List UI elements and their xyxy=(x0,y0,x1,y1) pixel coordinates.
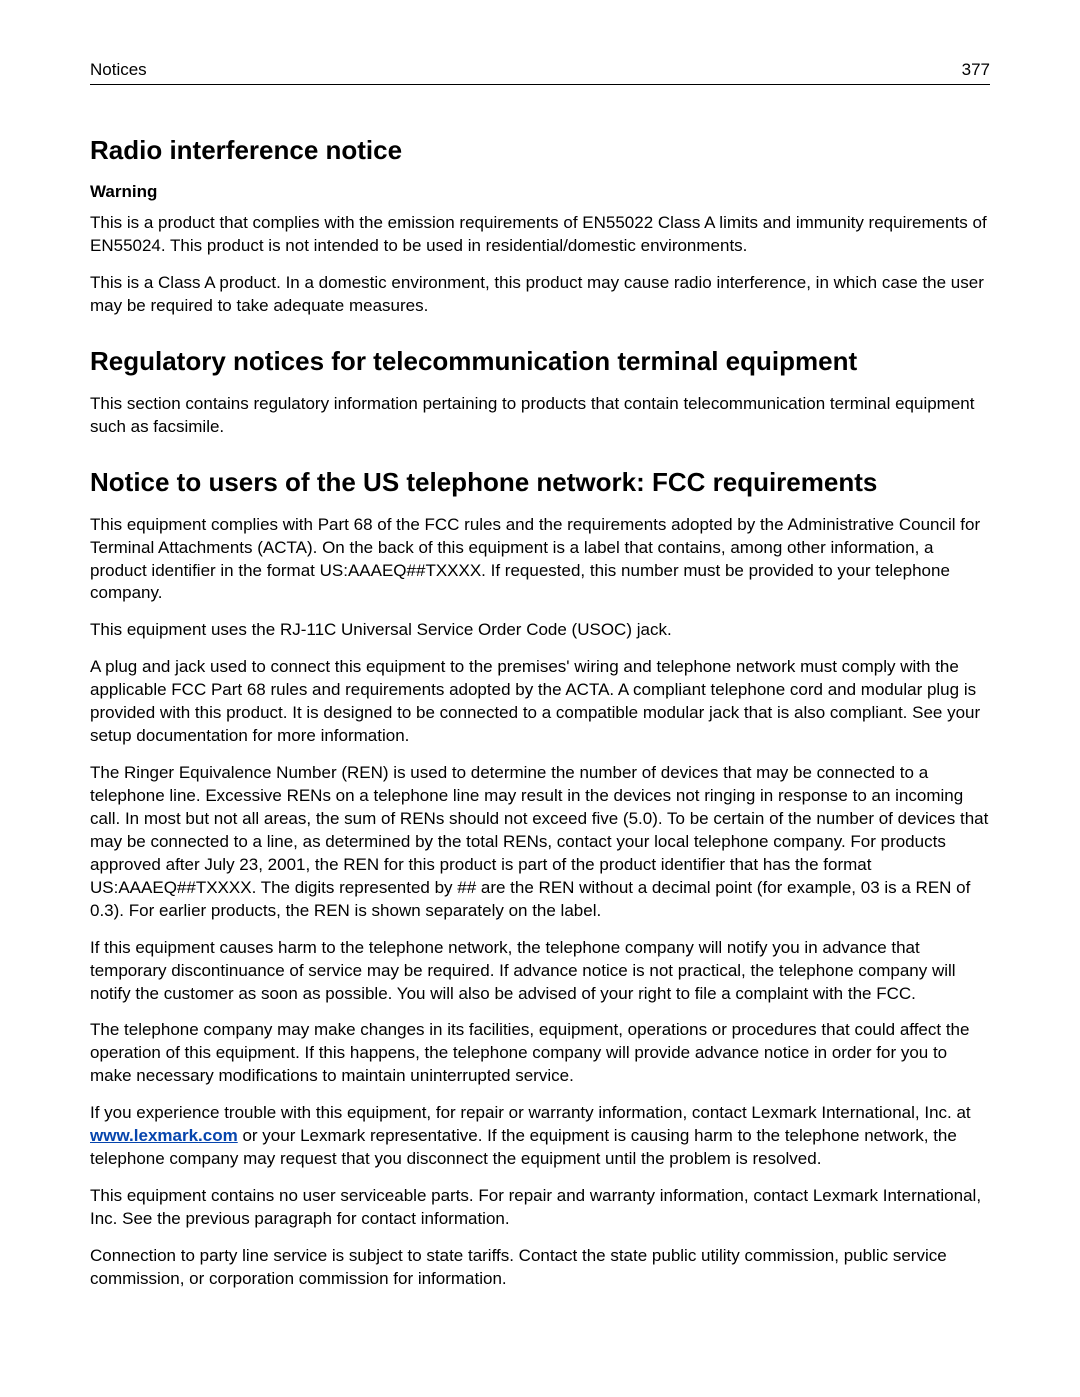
header-section-label: Notices xyxy=(90,60,147,80)
body-paragraph: This section contains regulatory informa… xyxy=(90,393,990,439)
body-paragraph: This is a Class A product. In a domestic… xyxy=(90,272,990,318)
section-title-radio-interference: Radio interference notice xyxy=(90,135,990,166)
body-paragraph: This equipment uses the RJ-11C Universal… xyxy=(90,619,990,642)
body-paragraph: This is a product that complies with the… xyxy=(90,212,990,258)
body-paragraph: The telephone company may make changes i… xyxy=(90,1019,990,1088)
body-paragraph: The Ringer Equivalence Number (REN) is u… xyxy=(90,762,990,923)
section-title-regulatory-telecom: Regulatory notices for telecommunication… xyxy=(90,346,990,377)
warning-subheading: Warning xyxy=(90,182,990,202)
body-paragraph: This equipment contains no user servicea… xyxy=(90,1185,990,1231)
section-title-fcc-requirements: Notice to users of the US telephone netw… xyxy=(90,467,990,498)
body-paragraph: If this equipment causes harm to the tel… xyxy=(90,937,990,1006)
link-paragraph-prefix: If you experience trouble with this equi… xyxy=(90,1103,971,1122)
body-paragraph: A plug and jack used to connect this equ… xyxy=(90,656,990,748)
running-header: Notices 377 xyxy=(90,60,990,85)
document-page: Notices 377 Radio interference notice Wa… xyxy=(0,0,1080,1365)
header-page-number: 377 xyxy=(962,60,990,80)
body-paragraph: Connection to party line service is subj… xyxy=(90,1245,990,1291)
body-paragraph-with-link: If you experience trouble with this equi… xyxy=(90,1102,990,1171)
lexmark-link[interactable]: www.lexmark.com xyxy=(90,1126,238,1145)
body-paragraph: This equipment complies with Part 68 of … xyxy=(90,514,990,606)
